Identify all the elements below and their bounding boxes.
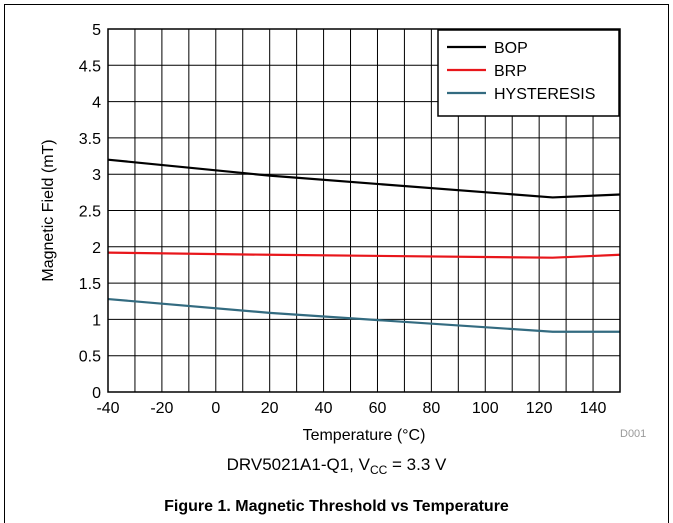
legend-label: HYSTERESIS [494,86,595,103]
y-tick-label: 4 [92,95,101,112]
series-line-brp [107,251,621,259]
legend-label: BRP [494,63,527,80]
device-condition-label: DRV5021A1-Q1, VCC = 3.3 V [0,455,673,477]
figure-title: Figure 1. Magnetic Threshold vs Temperat… [164,498,509,515]
device-label: DRV5021A1-Q1, V [226,455,370,474]
y-tick-label: 0 [92,385,101,402]
series-line-bop [107,158,621,199]
y-tick-label: 1 [92,312,101,329]
frame-left-border [4,4,5,523]
chart-legend: BOP BRP HYSTERESIS [437,29,620,117]
chart-series [107,158,621,333]
vcc-value: = 3.3 V [387,455,447,474]
frame-right-border [668,4,669,523]
y-tick-label: 2 [92,240,101,257]
y-tick-label: 3.5 [79,131,101,148]
x-tick-label: -40 [96,400,119,417]
x-tick-label: 0 [211,400,220,417]
x-tick-label: 20 [261,400,279,417]
chart-ticks: -40 -20 0 20 40 60 80 100 120 140 0 0.5 1 1.5 2 2.5 3 3.5… [79,22,607,417]
figure-id: D001 [620,428,647,440]
legend-box [437,29,620,117]
y-axis-label: Magnetic Field (mT) [40,139,57,281]
vcc-subscript: CC [369,463,388,477]
y-tick-label: 2.5 [79,204,101,221]
x-tick-label: -20 [150,400,173,417]
x-tick-label: 80 [422,400,440,417]
y-tick-label: 1.5 [79,276,101,293]
magnetic-threshold-chart: -40 -20 0 20 40 60 80 100 120 140 0 0.5 1 1.5 2 2.5 3 3.5… [40,22,621,444]
chart-grid [108,29,620,392]
x-axis-label: Temperature (°C) [303,427,426,444]
y-tick-label: 0.5 [79,349,101,366]
y-tick-label: 5 [92,22,101,39]
frame-top-border [4,4,669,5]
x-tick-label: 120 [526,400,553,417]
y-tick-label: 4.5 [79,58,101,75]
x-tick-label: 40 [315,400,333,417]
x-tick-label: 60 [369,400,387,417]
plot-border [107,28,621,393]
x-tick-label: 140 [580,400,607,417]
legend-label: BOP [494,40,528,57]
series-line-hysteresis [107,297,620,333]
x-tick-label: 100 [472,400,499,417]
y-tick-label: 3 [92,167,101,184]
